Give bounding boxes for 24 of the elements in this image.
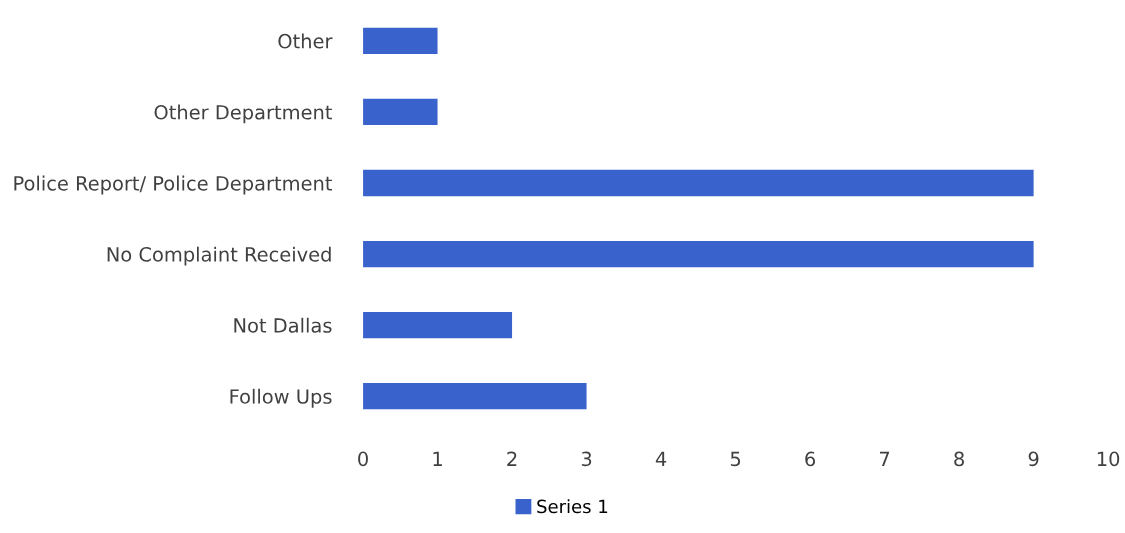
x-tick-label: 1 [433,451,442,466]
y-tick-label: Not Dallas [234,317,332,333]
y-tick-label: Other [278,33,333,49]
bar [363,383,587,410]
bar [363,98,438,126]
x-tick-label: 4 [655,451,667,466]
bar [363,311,513,339]
bar [363,240,1034,268]
y-tick-label: No Complaint Received [107,246,331,266]
x-tick-label: 9 [1028,451,1039,467]
x-tick-label: 7 [880,451,890,466]
x-tick-label: 5 [730,451,741,467]
x-tick-label: 2 [507,451,517,466]
x-tick-label: 0 [358,451,368,467]
y-tick-label: Follow Ups [230,388,332,408]
x-tick-label: 10 [1097,451,1120,467]
y-tick-label: Other Department [154,104,333,124]
x-tick-label: 6 [805,451,816,467]
y-tick-label: Police Report/ Police Department [14,175,333,195]
bar [363,169,1034,197]
x-tick-label: 3 [581,451,592,467]
bar [363,27,438,55]
x-tick-label: 8 [954,451,964,467]
legend-label: Series 1 [537,499,608,514]
